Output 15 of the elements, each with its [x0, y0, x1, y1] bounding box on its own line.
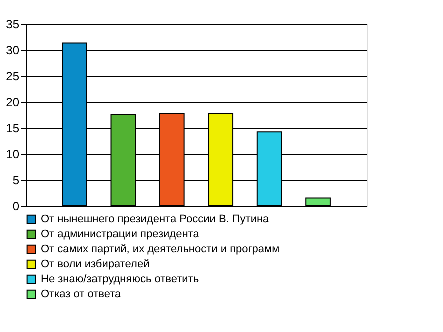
legend-label: От нынешнего президента России В. Путина	[41, 214, 270, 226]
y-tick-label: 20	[6, 96, 20, 110]
y-tick-label: 35	[6, 18, 20, 32]
bar	[306, 198, 331, 206]
y-tick-label: 15	[6, 122, 20, 136]
legend-label: Отказ от ответа	[41, 288, 122, 300]
y-tick-label: 10	[6, 148, 20, 162]
y-tick-label: 0	[12, 200, 20, 214]
y-tick-label: 5	[12, 174, 20, 188]
y-tick-label: 25	[6, 70, 20, 84]
y-tick-label: 30	[6, 44, 20, 58]
legend-label: От воли избирателей	[41, 258, 150, 270]
legend-label: Не знаю/затрудняюсь ответить	[41, 274, 200, 286]
legend-label: От администрации президента	[41, 228, 200, 240]
legend-label: От самих партий, их деятельности и программ	[41, 244, 280, 256]
